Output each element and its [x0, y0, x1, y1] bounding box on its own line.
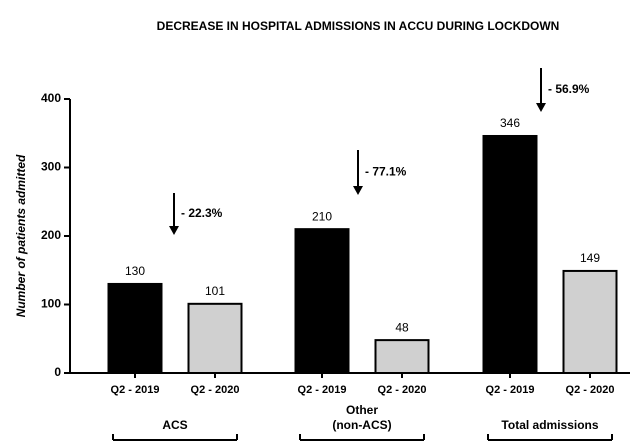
value-label: 101 [205, 284, 225, 298]
x-tick-label: Q2 - 2019 [111, 384, 160, 396]
category-label: Other (non-ACS) [332, 403, 392, 432]
group-bracket [112, 434, 238, 441]
bar [374, 339, 430, 374]
value-label: 48 [395, 320, 409, 334]
group-bracket [487, 434, 613, 441]
category-label: Total admissions [501, 418, 599, 432]
value-label: 149 [580, 251, 600, 265]
value-label: 130 [125, 264, 145, 278]
bar [294, 228, 350, 374]
y-tick-label: 200 [41, 228, 61, 242]
y-tick-label: 0 [54, 365, 61, 379]
chart-title: DECREASE IN HOSPITAL ADMISSIONS IN ACCU … [157, 19, 560, 33]
bar [482, 134, 538, 374]
value-label: 346 [500, 116, 520, 130]
y-tick-label: 400 [41, 91, 61, 105]
bar [187, 302, 243, 374]
annotation: - 56.9% [548, 82, 590, 96]
y-tick-label: 100 [41, 297, 61, 311]
arrow-head [169, 226, 179, 235]
arrow-head [536, 103, 546, 112]
annotation: - 77.1% [365, 165, 407, 179]
y-axis-label: Number of patients admitted [14, 154, 28, 317]
y-tick-label: 300 [41, 160, 61, 174]
category-label: ACS [162, 418, 188, 432]
group-bracket [299, 434, 425, 441]
bar [107, 282, 163, 375]
value-label: 210 [312, 209, 332, 223]
annotation: - 22.3% [181, 206, 223, 220]
x-tick-label: Q2 - 2019 [486, 384, 535, 396]
x-tick-label: Q2 - 2019 [298, 384, 347, 396]
bar [562, 269, 618, 374]
x-tick-label: Q2 - 2020 [191, 384, 240, 396]
x-tick-label: Q2 - 2020 [566, 384, 615, 396]
x-tick-label: Q2 - 2020 [378, 384, 427, 396]
arrow-head [353, 186, 363, 195]
